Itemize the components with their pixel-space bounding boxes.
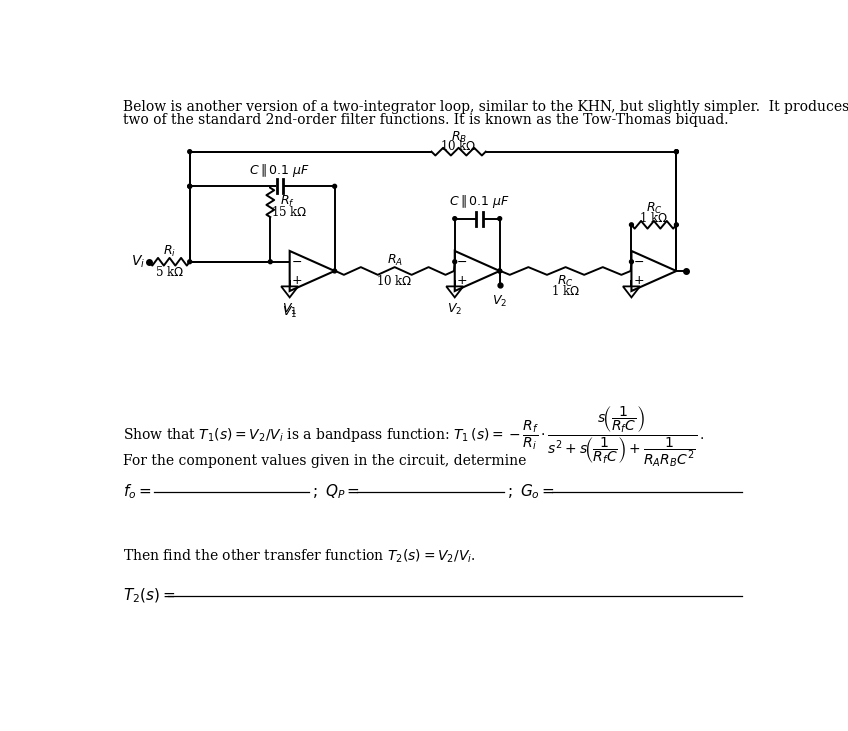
Text: $C \parallel 0.1\;\mu F$: $C \parallel 0.1\;\mu F$ bbox=[449, 193, 509, 211]
Text: $-$: $-$ bbox=[291, 255, 302, 268]
Circle shape bbox=[187, 184, 192, 188]
Text: $V_i$: $V_i$ bbox=[131, 254, 146, 270]
Text: $+$: $+$ bbox=[291, 273, 302, 287]
Circle shape bbox=[453, 216, 457, 221]
Text: Then find the other transfer function $T_2(s) = V_2/V_i$.: Then find the other transfer function $T… bbox=[123, 548, 476, 565]
Circle shape bbox=[674, 150, 678, 154]
Text: 1 k$\Omega$: 1 k$\Omega$ bbox=[551, 284, 580, 298]
Circle shape bbox=[674, 150, 678, 154]
Text: $;\ Q_P =$: $;\ Q_P =$ bbox=[312, 482, 360, 501]
Text: $V_2$: $V_2$ bbox=[447, 302, 462, 317]
Text: $f_o =$: $f_o =$ bbox=[123, 482, 152, 501]
Text: $+$: $+$ bbox=[456, 273, 467, 287]
Circle shape bbox=[498, 269, 502, 273]
Text: Below is another version of a two-integrator loop, similar to the KHN, but sligh: Below is another version of a two-integr… bbox=[123, 100, 848, 114]
Text: $V_1$: $V_1$ bbox=[282, 305, 298, 320]
Circle shape bbox=[674, 223, 678, 227]
Text: 10 k$\Omega$: 10 k$\Omega$ bbox=[377, 274, 413, 288]
Text: $R_f$: $R_f$ bbox=[280, 194, 295, 209]
Circle shape bbox=[332, 184, 337, 188]
Circle shape bbox=[498, 269, 502, 273]
Text: $R_A$: $R_A$ bbox=[387, 253, 403, 268]
Text: Show that $T_1(s) = V_2/V_i$ is a bandpass function: $T_1\,(s) = -\dfrac{R_f}{R_: Show that $T_1(s) = V_2/V_i$ is a bandpa… bbox=[123, 405, 705, 469]
Text: $R_B$: $R_B$ bbox=[450, 130, 466, 145]
Text: $+$: $+$ bbox=[633, 273, 644, 287]
Text: 10 k$\Omega$: 10 k$\Omega$ bbox=[440, 139, 477, 154]
Text: $C \parallel 0.1\;\mu F$: $C \parallel 0.1\;\mu F$ bbox=[248, 162, 309, 178]
Text: $R_C$: $R_C$ bbox=[645, 201, 662, 216]
Text: For the component values given in the circuit, determine: For the component values given in the ci… bbox=[123, 454, 527, 469]
Circle shape bbox=[453, 260, 457, 264]
Text: $V_2$: $V_2$ bbox=[492, 294, 507, 309]
Text: $;\ G_o =$: $;\ G_o =$ bbox=[507, 482, 555, 501]
Circle shape bbox=[187, 150, 192, 154]
Circle shape bbox=[629, 223, 633, 227]
Text: 1 k$\Omega$: 1 k$\Omega$ bbox=[639, 211, 668, 225]
Circle shape bbox=[498, 216, 502, 221]
Circle shape bbox=[332, 269, 337, 273]
Circle shape bbox=[187, 260, 192, 264]
Text: two of the standard 2nd-order filter functions. It is known as the Tow-Thomas bi: two of the standard 2nd-order filter fun… bbox=[123, 113, 728, 127]
Circle shape bbox=[268, 260, 272, 264]
Text: 15 k$\Omega$: 15 k$\Omega$ bbox=[271, 205, 308, 219]
Circle shape bbox=[187, 184, 192, 188]
Text: $R_i$: $R_i$ bbox=[163, 244, 176, 260]
Circle shape bbox=[629, 260, 633, 264]
Text: $R_C$: $R_C$ bbox=[557, 273, 574, 289]
Text: 5 k$\Omega$: 5 k$\Omega$ bbox=[155, 265, 184, 279]
Text: $-$: $-$ bbox=[633, 255, 644, 268]
Text: $-$: $-$ bbox=[456, 255, 467, 268]
Text: $T_2(s) =$: $T_2(s) =$ bbox=[123, 587, 176, 605]
Text: $V_1$: $V_1$ bbox=[282, 302, 298, 317]
